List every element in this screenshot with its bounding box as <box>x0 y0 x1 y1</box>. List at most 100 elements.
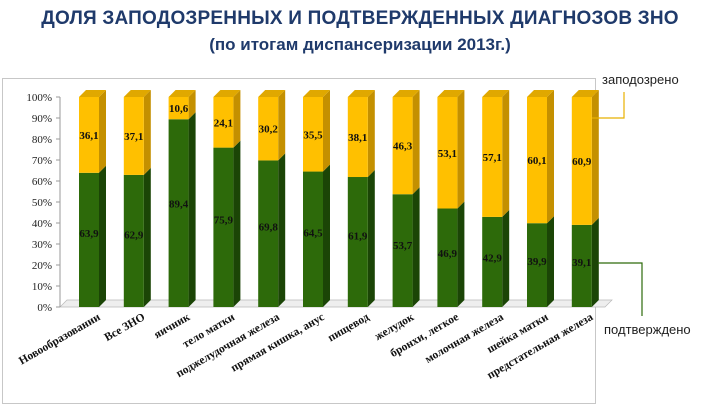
legend-confirmed-connector <box>598 262 643 316</box>
bar-confirmed <box>482 216 503 307</box>
data-label-suspected: 37,1 <box>124 131 143 143</box>
data-label-confirmed: 42,9 <box>483 252 503 264</box>
bar-suspected <box>482 97 503 217</box>
x-category-label: Все ЗНО <box>102 311 147 344</box>
data-label-suspected: 53,1 <box>438 148 457 160</box>
y-tick-label: 10% <box>32 281 52 293</box>
data-label-suspected: 36,1 <box>79 130 98 142</box>
bar-confirmed <box>571 224 592 307</box>
bar-suspected-side <box>233 90 241 148</box>
data-label-suspected: 57,1 <box>483 152 502 164</box>
bar-suspected-side <box>278 90 286 161</box>
bar-suspected <box>123 97 144 175</box>
bar-top <box>213 90 241 97</box>
bar-suspected <box>168 97 189 120</box>
bar-suspected-side <box>457 90 465 209</box>
bar-confirmed-side <box>412 187 420 307</box>
bar-suspected-side <box>547 90 554 224</box>
bar-suspected <box>213 97 234 148</box>
data-label-confirmed: 63,9 <box>79 228 99 240</box>
bar-suspected <box>527 97 547 224</box>
bar-suspected <box>258 97 279 161</box>
y-tick-label: 60% <box>32 176 52 188</box>
bar-suspected-side <box>188 90 196 120</box>
bar-top <box>168 90 196 97</box>
data-label-suspected: 38,1 <box>348 132 367 144</box>
y-tick-label: 80% <box>32 134 52 146</box>
x-category-label: молочная железа <box>423 311 506 366</box>
bar-suspected <box>437 97 458 209</box>
bar-top <box>123 90 151 97</box>
bar-confirmed <box>168 119 189 307</box>
bar-suspected <box>392 97 413 195</box>
y-tick-label: 100% <box>26 92 52 104</box>
data-label-confirmed: 46,9 <box>438 248 458 260</box>
bar-confirmed-side <box>591 217 599 307</box>
bar-confirmed-side <box>278 153 286 307</box>
x-category-label: пищевод <box>326 311 372 344</box>
bar-confirmed <box>527 223 547 307</box>
bar-suspected-side <box>323 90 330 172</box>
data-label-suspected: 46,3 <box>393 141 413 153</box>
data-label-confirmed: 61,9 <box>348 231 368 243</box>
bar-confirmed <box>347 177 368 307</box>
data-label-confirmed: 64,5 <box>303 228 323 240</box>
legend-suspected-connector <box>592 92 625 119</box>
bar-top <box>437 90 465 97</box>
y-tick-label: 50% <box>32 197 52 209</box>
bar-confirmed-side <box>323 164 330 307</box>
x-category-label: Новообразовании <box>17 311 103 367</box>
data-label-confirmed: 39,9 <box>527 256 547 268</box>
bar-confirmed-side <box>457 201 465 307</box>
bar-suspected-side <box>591 90 599 225</box>
data-label-suspected: 10,6 <box>169 103 189 115</box>
bar-confirmed-side <box>367 170 375 307</box>
data-label-suspected: 30,2 <box>259 124 279 136</box>
bar-confirmed-side <box>99 165 106 307</box>
bar-top <box>347 90 375 97</box>
bar-suspected-side <box>143 90 151 175</box>
y-tick-label: 20% <box>32 260 52 272</box>
bar-top <box>571 90 599 97</box>
bar-confirmed <box>213 147 234 307</box>
data-label-suspected: 24,1 <box>214 117 233 129</box>
bar-confirmed-side <box>143 167 151 307</box>
bar-suspected <box>303 97 323 172</box>
bar-suspected <box>347 97 368 178</box>
bar-top <box>392 90 420 97</box>
data-label-suspected: 35,5 <box>303 129 323 141</box>
data-label-confirmed: 89,4 <box>169 199 189 211</box>
y-tick-label: 30% <box>32 239 52 251</box>
bar-suspected-side <box>367 90 375 178</box>
bar-confirmed-side <box>188 112 196 307</box>
data-label-confirmed: 53,7 <box>393 240 413 252</box>
data-label-confirmed: 62,9 <box>124 229 144 241</box>
bar-suspected <box>79 97 99 173</box>
y-tick-label: 90% <box>32 113 52 125</box>
bar-top <box>79 90 106 97</box>
data-label-suspected: 60,9 <box>572 156 592 168</box>
chart-title: ДОЛЯ ЗАПОДОЗРЕННЫХ И ПОДТВЕРЖДЕННЫХ ДИАГ… <box>41 8 679 29</box>
bar-confirmed <box>392 194 413 307</box>
bar-suspected-side <box>99 90 106 173</box>
y-tick-label: 40% <box>32 218 52 230</box>
data-label-confirmed: 69,8 <box>259 221 279 233</box>
data-label-confirmed: 75,9 <box>214 214 234 226</box>
bar-top <box>258 90 286 97</box>
bar-top <box>482 90 510 97</box>
legend-suspected-label: заподозрено <box>602 72 679 87</box>
y-tick-label: 0% <box>37 302 52 314</box>
data-label-confirmed: 39,1 <box>572 257 591 269</box>
bar-confirmed <box>123 174 144 307</box>
bar-suspected-side <box>502 90 510 217</box>
data-label-suspected: 60,1 <box>527 155 546 167</box>
bar-confirmed <box>437 208 458 307</box>
bar-confirmed <box>258 160 279 307</box>
bar-confirmed-side <box>233 140 241 307</box>
bar-confirmed <box>79 172 99 307</box>
bar-top <box>527 90 554 97</box>
legend-confirmed-label: подтверждено <box>604 322 691 337</box>
bar-confirmed-side <box>547 216 554 307</box>
chart-subtitle: (по итогам диспансеризации 2013г.) <box>209 35 511 54</box>
